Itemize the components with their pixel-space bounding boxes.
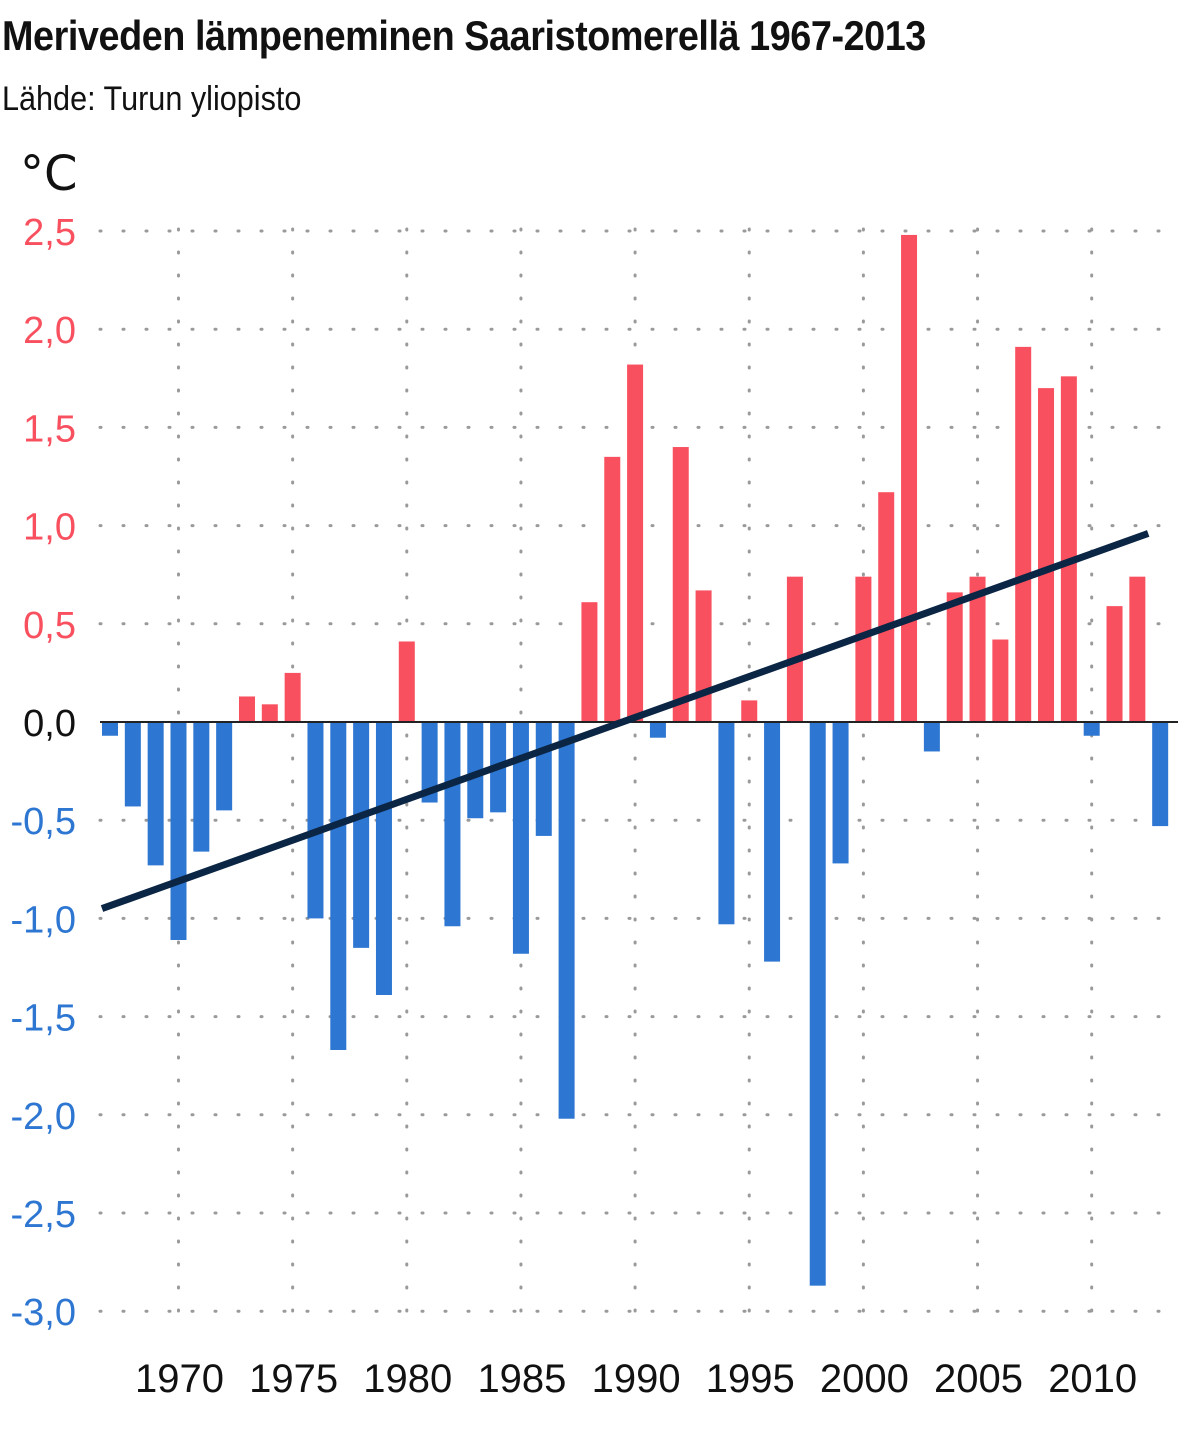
bar-2013 xyxy=(1152,722,1169,827)
bar-1970 xyxy=(170,722,187,941)
y-tick-label: -3,0 xyxy=(11,1292,76,1334)
y-tick-label: 0,5 xyxy=(23,605,76,647)
bar-1969 xyxy=(147,722,164,866)
bar-1990 xyxy=(627,364,644,722)
y-tick-label: 0,0 xyxy=(23,703,76,745)
x-axis-ticks: 1970 1975 1980 1985 1990 1995 2000 2005 2010 xyxy=(135,1357,1137,1401)
bar-1976 xyxy=(307,722,324,919)
y-tick-label: -1,0 xyxy=(11,899,76,941)
bar-2002 xyxy=(901,234,918,723)
bar-1997 xyxy=(786,576,803,722)
bar-1987 xyxy=(558,722,575,1119)
bar-1985 xyxy=(512,722,529,954)
bar-1998 xyxy=(809,722,826,1286)
bar-2009 xyxy=(1060,376,1077,722)
trendline xyxy=(100,530,1150,912)
x-tick-label: 1990 xyxy=(592,1357,681,1401)
bar-1993 xyxy=(695,590,712,722)
trendline-group xyxy=(100,530,1150,912)
x-tick-label: 2010 xyxy=(1048,1357,1137,1401)
bar-1967 xyxy=(102,722,118,736)
bar-1981 xyxy=(421,722,438,803)
bar-1968 xyxy=(124,722,141,807)
y-tick-label: 2,0 xyxy=(23,310,76,352)
x-tick-label: 1980 xyxy=(363,1357,452,1401)
chart-source: Lähde: Turun yliopisto xyxy=(2,80,302,118)
bar-1973 xyxy=(238,696,255,722)
chart-title: Meriveden lämpeneminen Saaristomerellä 1… xyxy=(2,12,926,59)
bar-1971 xyxy=(193,722,210,852)
x-tick-label: 2000 xyxy=(820,1357,909,1401)
bar-1996 xyxy=(764,722,781,962)
bar-1994 xyxy=(718,722,735,925)
y-axis-unit-label: °C xyxy=(20,146,78,202)
x-tick-label: 2005 xyxy=(934,1357,1023,1401)
y-tick-label: -2,5 xyxy=(11,1194,76,1236)
bar-2006 xyxy=(992,639,1009,722)
bar-1991 xyxy=(649,722,666,738)
y-tick-label: 1,5 xyxy=(23,408,76,450)
bar-1979 xyxy=(375,722,392,995)
bar-1989 xyxy=(604,456,621,722)
bar-1982 xyxy=(444,722,461,927)
bar-2010 xyxy=(1083,722,1100,736)
bar-1995 xyxy=(741,700,758,722)
bars xyxy=(102,234,1169,1286)
bar-1972 xyxy=(216,722,233,811)
bar-1988 xyxy=(581,602,598,722)
bar-2012 xyxy=(1129,576,1146,722)
x-tick-label: 1975 xyxy=(249,1357,338,1401)
y-tick-label: -2,0 xyxy=(11,1096,76,1138)
bar-2003 xyxy=(923,722,940,752)
x-tick-label: 1995 xyxy=(706,1357,795,1401)
bar-2005 xyxy=(969,576,986,722)
y-tick-label: 1,0 xyxy=(23,507,76,549)
bar-1986 xyxy=(535,722,552,836)
bar-1980 xyxy=(398,641,415,722)
bar-2001 xyxy=(878,492,895,722)
y-tick-label: -0,5 xyxy=(11,801,76,843)
bar-2004 xyxy=(946,592,963,722)
bar-1978 xyxy=(353,722,370,948)
bar-2011 xyxy=(1106,606,1123,722)
y-tick-label: -1,5 xyxy=(11,998,76,1040)
bar-2000 xyxy=(855,576,872,722)
x-tick-label: 1985 xyxy=(477,1357,566,1401)
y-axis-ticks: 2,5 2,0 1,5 1,0 0,5 0,0 -0,5 -1,0 -1,5 -2,0 -2,5 -3… xyxy=(11,212,76,1334)
bar-1975 xyxy=(284,672,301,722)
bar-1992 xyxy=(672,447,689,722)
bar-1999 xyxy=(832,722,849,864)
bar-2008 xyxy=(1038,388,1055,722)
bar-2007 xyxy=(1015,346,1032,722)
x-tick-label: 1970 xyxy=(135,1357,224,1401)
bar-1974 xyxy=(261,704,278,722)
y-tick-label: 2,5 xyxy=(23,212,76,254)
bar-1983 xyxy=(467,722,484,819)
bar-1977 xyxy=(330,722,347,1050)
